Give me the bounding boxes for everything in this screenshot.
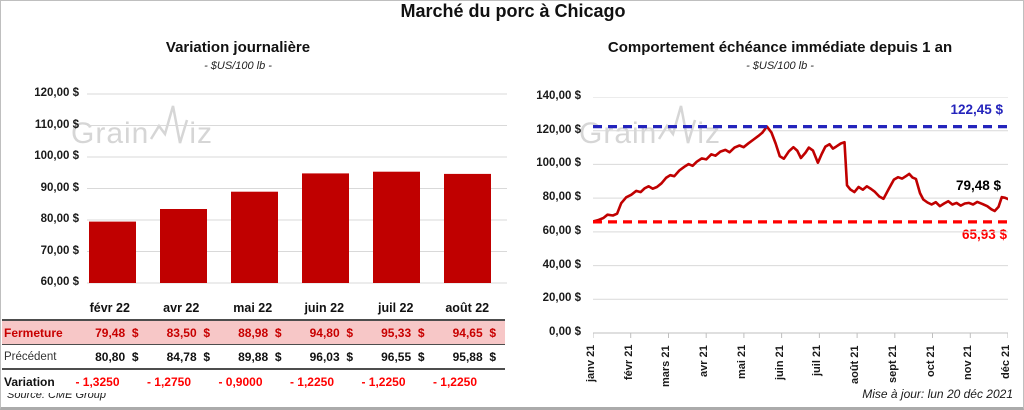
line-chart-subtitle: - $US/100 lb -	[746, 60, 814, 72]
line-y-tick-label: 140,00 $	[536, 90, 581, 102]
bar-y-tick-label: 120,00 $	[34, 87, 79, 99]
price-cell: 96,55 $	[381, 349, 425, 364]
bar-y-tick-label: 100,00 $	[34, 150, 79, 162]
bar-chart-title: Variation journalière	[165, 39, 311, 56]
table-row-precedent: Précédent 80,80 $ 84,78 $ 89,88 $ 96,03 $ 96,…	[2, 345, 505, 370]
line-x-tick-label: juin 21	[773, 345, 786, 380]
table-header-row: févr 22 avr 22 mai 22 juin 22 juil 22 août 22	[2, 297, 505, 319]
page-title: Marché du porc à Chicago	[400, 1, 626, 21]
month-column-header: juil 22	[378, 301, 414, 315]
line-y-tick-label: 20,00 $	[542, 292, 581, 305]
price-cell: 88,98 $	[238, 325, 282, 340]
bar-y-tick-label: 60,00 $	[40, 276, 79, 288]
updated-note: Mise à jour: lun 20 déc 2021	[862, 387, 1013, 401]
price-cell: 79,48 $	[95, 325, 139, 340]
bar-y-tick-label: 90,00 $	[40, 181, 79, 194]
month-column-header: mai 22	[233, 301, 273, 315]
price-cell: 89,88 $	[238, 349, 282, 364]
high-reference-label: 122,45 $	[950, 102, 1003, 117]
line-x-tick-label: avr 21	[698, 345, 711, 377]
line-chart-canvas	[593, 97, 1008, 338]
bar-chart-subtitle: - $US/100 lb -	[204, 60, 272, 72]
line-y-tick-label: 60,00 $	[542, 224, 581, 237]
price-cell: 94,80 $	[309, 325, 353, 340]
price-cell: - 1,2250	[289, 374, 334, 389]
price-cell: 95,88 $	[452, 349, 496, 364]
bar-y-tick-label: 110,00 $	[34, 118, 79, 131]
price-cell: 94,65 $	[452, 325, 496, 340]
last-price-label: 79,48 $	[955, 178, 1001, 193]
bar-y-tick-label: 80,00 $	[40, 213, 79, 225]
line-y-tick-label: 0,00 $	[549, 326, 581, 338]
price-table: févr 22 avr 22 mai 22 juin 22 juil 22 août 22…	[2, 297, 505, 393]
line-y-tick-label: 100,00 $	[536, 157, 581, 170]
row-label: Précédent	[4, 350, 57, 363]
price-cell: 96,03 $	[309, 349, 353, 364]
bar-y-tick-label: 70,00 $	[40, 244, 79, 257]
line-y-tick-label: 120,00 $	[536, 123, 581, 136]
row-label: Fermeture	[4, 325, 63, 340]
watermark-text: Grain	[71, 117, 150, 150]
grainwiz-spark-icon	[658, 105, 697, 144]
line-y-tick-label: 40,00 $	[542, 258, 581, 271]
table-row-fermeture: Fermeture 79,48 $ 83,50 $ 88,98 $ 94,80 $ 95,…	[2, 319, 505, 345]
bar-chart-canvas	[87, 93, 507, 284]
price-cell: - 1,2750	[146, 374, 191, 389]
line-y-tick-label: 80,00 $	[542, 191, 581, 204]
price-cell: - 1,2250	[432, 374, 477, 389]
price-cell: - 1,3250	[75, 374, 120, 389]
price-cell: 80,80 $	[95, 349, 139, 364]
low-reference-label: 65,93 $	[961, 227, 1007, 242]
price-cell: 84,78 $	[166, 349, 210, 364]
grainwiz-spark-icon	[150, 105, 189, 144]
line-x-tick-label: mai 21	[735, 345, 748, 380]
table-row-variation: Variation - 1,3250 - 1,2750 - 0,9000 - 1,225…	[2, 370, 505, 393]
price-cell: 95,33 $	[381, 325, 425, 340]
line-x-tick-label: mars 21	[660, 345, 673, 387]
line-x-tick-label: févr 21	[622, 345, 635, 381]
watermark-text: Grain	[579, 117, 658, 150]
price-cell: 83,50 $	[166, 325, 210, 340]
line-chart-title: Comportement échéance immédiate depuis 1…	[607, 39, 953, 56]
row-label: Variation	[4, 374, 55, 389]
month-column-header: févr 22	[89, 301, 130, 315]
price-cell: - 1,2250	[361, 374, 406, 389]
month-column-header: août 22	[445, 301, 490, 315]
line-x-tick-label: juil 21	[811, 345, 824, 377]
month-column-header: avr 22	[163, 301, 200, 315]
price-cell: - 0,9000	[218, 374, 263, 389]
month-column-header: juin 22	[304, 301, 345, 315]
line-x-tick-label: janv 21	[585, 345, 597, 383]
